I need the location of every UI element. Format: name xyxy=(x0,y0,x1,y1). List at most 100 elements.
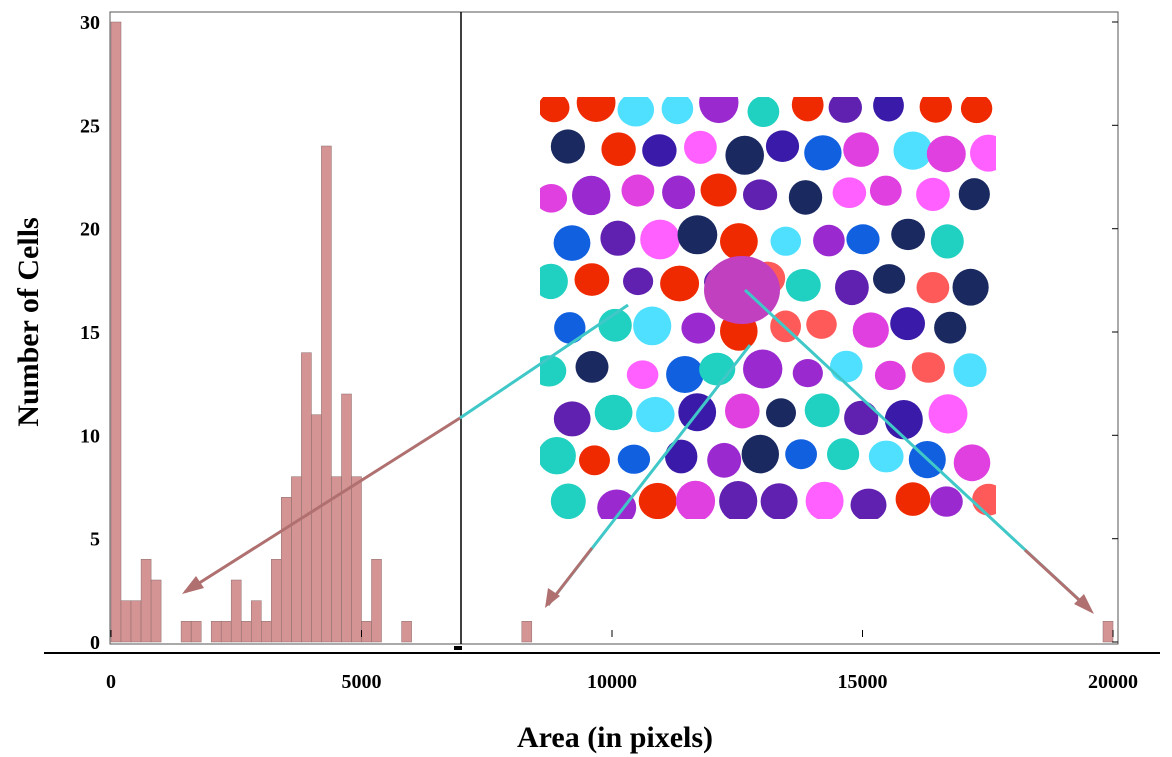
y-tick-label: 20 xyxy=(80,219,100,241)
annotation-arrows xyxy=(182,288,1094,614)
y-tick-label: 15 xyxy=(80,322,100,344)
cell-blob xyxy=(766,398,796,428)
cell-blob xyxy=(540,263,568,300)
x-axis-title: Area (in pixels) xyxy=(517,721,713,754)
cell-blob xyxy=(828,97,862,123)
cell-blob xyxy=(743,179,778,211)
cell-blob xyxy=(868,440,904,473)
arrow-mid-cells xyxy=(545,344,752,608)
cell-blob xyxy=(953,444,991,482)
cell-blob xyxy=(540,184,568,213)
cell-blob xyxy=(869,175,902,206)
cell-blob xyxy=(575,351,609,383)
inset-cells xyxy=(540,97,996,519)
cell-blob xyxy=(884,400,923,440)
cell-blob xyxy=(617,97,655,127)
histogram-bar xyxy=(150,579,162,643)
cell-blob xyxy=(540,97,570,123)
x-tick-labels: 0 5000 10000 15000 20000 xyxy=(106,630,1138,693)
cell-blob xyxy=(553,225,591,261)
cell-blob xyxy=(806,309,837,339)
histogram-bar xyxy=(271,559,282,643)
cell-blob xyxy=(926,135,966,173)
cell-blob xyxy=(916,272,950,304)
cell-blob xyxy=(684,130,717,164)
cell-blob xyxy=(827,438,860,471)
cell-blob xyxy=(960,97,993,124)
cell-blob xyxy=(662,175,696,210)
histogram-bar xyxy=(351,476,362,643)
histogram-bar xyxy=(180,621,192,643)
cell-blob xyxy=(699,97,739,124)
histogram-bar xyxy=(140,559,152,643)
y-tick-label: 0 xyxy=(90,632,100,654)
histogram-bar xyxy=(401,621,412,643)
cell-blob xyxy=(660,265,700,302)
cell-blob xyxy=(633,306,672,346)
cell-blob xyxy=(550,129,586,164)
cell-blob xyxy=(743,349,783,389)
cell-blob xyxy=(700,173,737,207)
cell-blob xyxy=(785,269,821,302)
cell-blob xyxy=(621,174,655,207)
cell-blob xyxy=(747,97,780,127)
histogram-bar xyxy=(361,621,372,643)
cell-blob xyxy=(640,219,680,260)
cell-blob xyxy=(540,437,576,475)
cell-blob xyxy=(972,483,996,516)
cell-blob xyxy=(791,97,824,122)
cell-blob xyxy=(893,131,933,170)
cell-blob xyxy=(681,312,716,344)
cell-blob xyxy=(601,132,636,166)
cell-blob xyxy=(636,396,675,433)
cell-blob xyxy=(804,393,840,428)
histogram-bar xyxy=(210,621,222,643)
cell-blob xyxy=(617,444,651,474)
histogram-bar xyxy=(251,600,262,643)
x-tick-label: 0 xyxy=(106,671,116,693)
cell-blob xyxy=(852,312,889,348)
cell-blob xyxy=(792,359,823,388)
cell-blob xyxy=(638,482,677,519)
cell-blob xyxy=(600,220,636,256)
cell-blob xyxy=(958,178,990,211)
cell-blob xyxy=(873,97,904,122)
cell-blob xyxy=(835,269,869,306)
histogram-bar xyxy=(521,621,533,643)
histogram-bar xyxy=(220,621,232,643)
plot-frame xyxy=(109,11,1119,645)
cell-blob xyxy=(928,394,968,434)
cell-blob xyxy=(725,393,760,429)
cell-blob xyxy=(804,135,842,171)
cell-blob xyxy=(930,224,964,259)
cell-blob xyxy=(850,488,887,519)
cell-blob xyxy=(626,360,659,390)
cell-blob xyxy=(873,264,906,294)
cell-blob xyxy=(540,355,567,387)
cell-blob xyxy=(661,97,694,125)
cell-blob xyxy=(874,360,906,391)
cell-blob xyxy=(677,215,718,255)
y-tick-label: 10 xyxy=(80,425,100,447)
cell-blob xyxy=(890,307,925,341)
cell-blob xyxy=(553,401,591,437)
x-tick-label: 15000 xyxy=(838,671,888,693)
cell-blob xyxy=(576,97,616,122)
x-tick-label: 10000 xyxy=(587,671,637,693)
cell-blob xyxy=(554,312,586,344)
cell-blob xyxy=(760,483,798,519)
histogram-bar xyxy=(190,621,202,643)
cell-blob xyxy=(952,268,989,306)
histogram-bar xyxy=(110,21,122,643)
histogram-bar xyxy=(241,621,252,643)
cell-blob xyxy=(598,308,632,342)
histogram-bar xyxy=(120,600,132,643)
histogram-bar xyxy=(230,579,242,643)
histogram-bar xyxy=(311,414,322,643)
x-tick-label: 20000 xyxy=(1088,671,1138,693)
cell-blob xyxy=(934,311,967,344)
cell-blob xyxy=(895,482,931,516)
cell-blob xyxy=(846,224,880,255)
histogram-bar xyxy=(291,476,302,643)
